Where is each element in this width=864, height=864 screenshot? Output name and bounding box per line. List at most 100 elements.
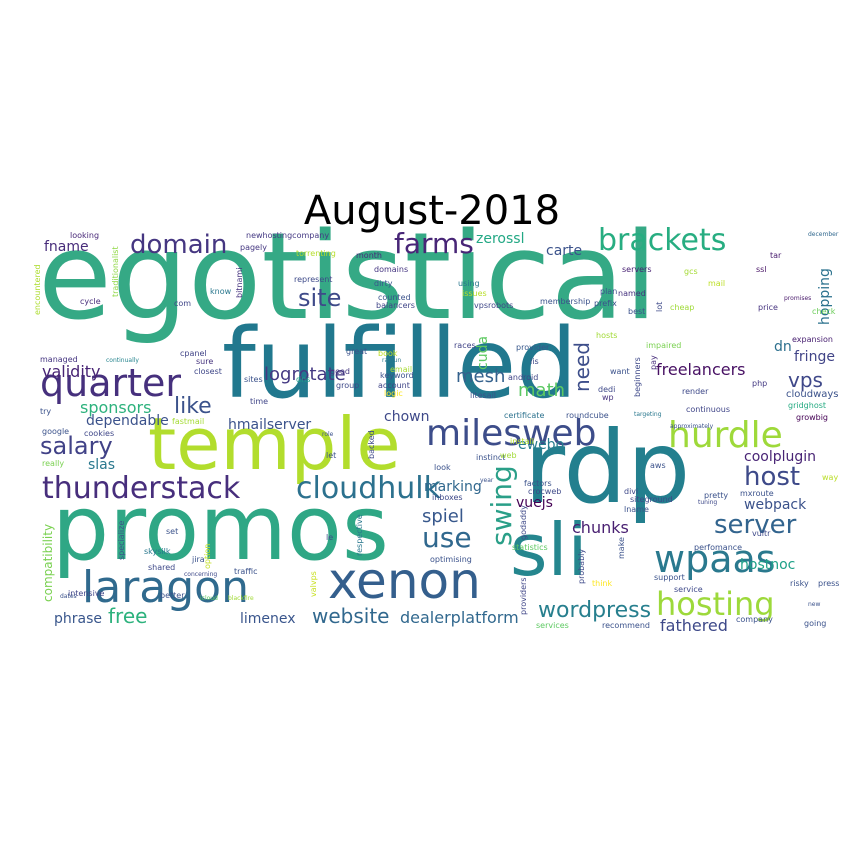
cloud-word: litesail bbox=[470, 391, 497, 400]
cloud-word: hosting bbox=[656, 585, 775, 623]
cloud-word: service bbox=[674, 585, 703, 594]
cloud-word: continuous bbox=[686, 405, 730, 414]
cloud-word: dn bbox=[774, 339, 792, 355]
cloud-word: sure bbox=[196, 357, 214, 366]
cloud-word: fringe bbox=[794, 349, 835, 365]
cloud-word: com bbox=[174, 299, 192, 308]
cloud-word: dedi bbox=[598, 385, 616, 394]
cloud-word: membership bbox=[540, 297, 591, 306]
cloud-word: new bbox=[808, 601, 821, 608]
cloud-word: aws bbox=[650, 461, 666, 470]
cloud-word: keyword bbox=[380, 371, 414, 380]
cloud-word: temple bbox=[148, 402, 401, 486]
cloud-word: expansion bbox=[792, 335, 833, 344]
cloud-word: tuning bbox=[698, 499, 718, 506]
cloud-word: limenex bbox=[240, 611, 296, 627]
cloud-word: rdp bbox=[524, 409, 691, 526]
cloud-word: role bbox=[322, 431, 334, 438]
cloud-word: coolplugin bbox=[744, 449, 817, 465]
cloud-word: logic bbox=[384, 389, 403, 398]
cloud-word: spiel bbox=[422, 506, 464, 527]
cloud-word: provider bbox=[516, 343, 550, 352]
cloud-word: specialize bbox=[117, 520, 126, 560]
cloud-word: ssl bbox=[756, 265, 767, 274]
cloud-word: managed bbox=[40, 355, 78, 364]
cloud-word: website bbox=[312, 604, 390, 628]
cloud-word: counted bbox=[378, 293, 411, 302]
cloud-word: xenon bbox=[328, 552, 481, 610]
cloud-word: hostnoc bbox=[740, 557, 796, 573]
cloud-word: egotistical bbox=[38, 208, 658, 347]
cloud-word: farms bbox=[394, 227, 474, 260]
cloud-word: fname bbox=[44, 239, 89, 255]
cloud-word: traffic bbox=[234, 567, 258, 576]
cloud-word: try bbox=[40, 407, 52, 416]
cloud-word: best bbox=[628, 307, 646, 316]
cloud-word: traditionalist bbox=[111, 246, 120, 298]
cloud-word: domains bbox=[374, 265, 409, 274]
cloud-word: better bbox=[160, 591, 185, 600]
cloud-word: bitnami bbox=[235, 267, 244, 298]
cloud-word: use bbox=[422, 521, 472, 554]
cloud-word: cheap bbox=[670, 303, 695, 312]
cloud-word: skysilk bbox=[144, 547, 171, 556]
cloud-word: php bbox=[752, 379, 768, 388]
cloud-word: vultr bbox=[752, 529, 771, 538]
cloud-word: fathered bbox=[660, 616, 728, 635]
cloud-word: statistics bbox=[512, 543, 548, 552]
cloud-word: dealerplatform bbox=[400, 608, 519, 627]
cloud-word: vpsrobots bbox=[474, 301, 514, 310]
cloud-word: fastmail bbox=[172, 417, 205, 426]
cloud-word: cpanel bbox=[180, 349, 207, 358]
cloud-word: approximately bbox=[670, 423, 714, 430]
cloud-word: way bbox=[822, 473, 839, 482]
cloud-word: cycle bbox=[80, 297, 101, 306]
cloud-word: freelancers bbox=[656, 360, 746, 379]
cloud-word: cuda bbox=[475, 335, 491, 370]
cloud-word: android bbox=[508, 373, 539, 382]
cloud-word: wordpress bbox=[538, 598, 652, 623]
cloud-word: gridghost bbox=[788, 401, 827, 410]
cloud-word: google bbox=[42, 427, 70, 436]
cloud-word: milesweb bbox=[426, 413, 597, 454]
cloud-word: press bbox=[818, 579, 840, 588]
cloud-word: hmailserver bbox=[228, 417, 312, 433]
cloud-word: really bbox=[42, 459, 65, 468]
cloud-word: cloudhulk bbox=[296, 471, 441, 506]
cloud-word: think bbox=[592, 579, 613, 588]
cloud-word: host bbox=[744, 462, 801, 492]
cloud-word: providers bbox=[519, 577, 528, 616]
cloud-word: mxroute bbox=[740, 489, 774, 498]
cloud-word: roundcube bbox=[566, 411, 609, 420]
cloud-word: gcs bbox=[684, 267, 698, 276]
cloud-word: render bbox=[682, 387, 709, 396]
cloud-word: month bbox=[356, 251, 382, 260]
cloud-word: vuejs bbox=[516, 495, 553, 511]
cloud-word: dates bbox=[60, 593, 77, 600]
cloud-word: account bbox=[378, 381, 410, 390]
cloud-word: issues bbox=[462, 289, 487, 298]
cloud-word: book bbox=[378, 349, 398, 358]
cloud-word: site bbox=[298, 284, 342, 312]
cloud-word: company bbox=[736, 615, 773, 624]
cloud-word: torrenting bbox=[296, 249, 336, 258]
cloud-word: lname bbox=[624, 505, 649, 514]
cloud-word: make bbox=[617, 537, 626, 560]
cloud-word: install bbox=[510, 437, 534, 446]
cloud-word: option bbox=[203, 543, 212, 569]
cloud-word: sli bbox=[510, 508, 588, 592]
cloud-word: marking bbox=[424, 479, 482, 495]
cloud-word: named bbox=[618, 289, 646, 298]
cloud-word: backed bbox=[367, 430, 376, 459]
cloud-word: siteground bbox=[630, 495, 673, 504]
cloud-word: support bbox=[654, 573, 685, 582]
cloud-word: slas bbox=[88, 457, 116, 473]
cloud-word: lot bbox=[655, 302, 664, 313]
cloud-word: le bbox=[326, 533, 334, 542]
cloud-word: shared bbox=[148, 563, 176, 572]
cloud-word: mesh bbox=[456, 366, 506, 387]
cloud-word: hurdle bbox=[668, 415, 783, 456]
cloud-word: logrotate bbox=[264, 364, 346, 385]
cloud-word: represent bbox=[294, 275, 333, 284]
